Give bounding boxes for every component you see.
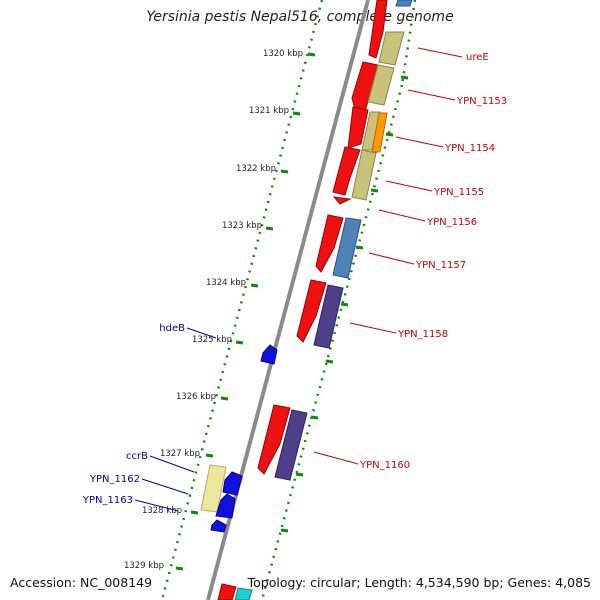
leader-ypn1162 bbox=[141, 478, 189, 495]
accession-text: Accession: NC_008149 bbox=[10, 575, 153, 590]
forward-strand-features bbox=[234, 0, 413, 600]
gene-label-ypn1156[interactable]: YPN_1156 bbox=[426, 217, 477, 228]
outer-tick bbox=[295, 472, 304, 477]
ruler-tick bbox=[292, 111, 301, 116]
feature-khaki[interactable] bbox=[378, 31, 405, 66]
gene-label-ypn1154[interactable]: YPN_1154 bbox=[444, 143, 495, 154]
gene-label-ypn1157[interactable]: YPN_1157 bbox=[415, 260, 466, 271]
right-leader-lines bbox=[313, 47, 463, 465]
ruler-tick bbox=[280, 169, 289, 174]
reverse-strand-genes bbox=[200, 344, 278, 533]
outer-tick bbox=[280, 528, 289, 533]
ruler-tick bbox=[250, 283, 259, 288]
feature-blue-grey[interactable] bbox=[332, 217, 362, 279]
leader-ypn1163 bbox=[134, 499, 179, 512]
outer-tick bbox=[340, 302, 349, 307]
ruler-ticks bbox=[175, 52, 316, 571]
gene-label-ypn1158[interactable]: YPN_1158 bbox=[397, 329, 448, 340]
leader-ypn1160 bbox=[313, 451, 359, 465]
ruler-label: 1326 kbp bbox=[176, 392, 216, 402]
ruler-label: 1321 kbp bbox=[249, 106, 289, 116]
ruler-label: 1325 kbp bbox=[192, 335, 232, 345]
gene-arrow-ureE[interactable] bbox=[368, 0, 388, 59]
ruler-label: 1328 kbp bbox=[142, 506, 182, 516]
ruler-tick bbox=[220, 396, 229, 401]
ruler-tick bbox=[265, 226, 274, 231]
gene-arrow-ypn1155[interactable] bbox=[332, 146, 361, 196]
gene-label-ypn1153[interactable]: YPN_1153 bbox=[456, 96, 507, 107]
ruler-label: 1320 kbp bbox=[263, 49, 303, 59]
feature-orange[interactable] bbox=[371, 112, 388, 153]
feature-purple[interactable] bbox=[313, 284, 344, 349]
outer-track-ticks bbox=[280, 75, 409, 533]
outer-tick bbox=[370, 188, 379, 193]
ruler-label: 1324 kbp bbox=[206, 278, 246, 288]
ruler-label: 1327 kbp bbox=[160, 449, 200, 459]
gene-arrow-hdeB[interactable] bbox=[260, 344, 278, 365]
leader-ypn1158 bbox=[349, 322, 397, 334]
ruler-tick bbox=[190, 510, 199, 515]
gene-arrow-ypn1157[interactable] bbox=[315, 214, 344, 273]
left-leader-lines bbox=[134, 327, 217, 512]
gene-arrow-ypn1163[interactable] bbox=[215, 493, 236, 519]
feature-khaki[interactable] bbox=[351, 149, 377, 201]
gene-label-ypn1160[interactable]: YPN_1160 bbox=[359, 460, 410, 471]
feature-blue-grey[interactable] bbox=[395, 0, 413, 7]
forward-strand-genes bbox=[217, 0, 388, 600]
leader-ccrB bbox=[149, 455, 195, 473]
gene-label-ypn1163[interactable]: YPN_1163 bbox=[82, 495, 133, 506]
gene-arrow-ypn1160[interactable] bbox=[257, 404, 291, 475]
leader-ypn1153 bbox=[407, 89, 456, 101]
leader-ypn1156 bbox=[378, 209, 426, 222]
gene-arrow-small[interactable] bbox=[210, 519, 227, 533]
ruler-line bbox=[160, 0, 324, 600]
outer-tick bbox=[400, 75, 409, 80]
gene-label-ypn1155[interactable]: YPN_1155 bbox=[433, 187, 484, 198]
ruler-tick bbox=[175, 566, 184, 571]
gene-arrow-ypn1158[interactable] bbox=[296, 279, 327, 343]
outer-tick bbox=[385, 132, 394, 137]
feature-purple[interactable] bbox=[274, 409, 308, 481]
outer-tick bbox=[355, 245, 364, 250]
ruler-label: 1322 kbp bbox=[236, 164, 276, 174]
feature-khaki[interactable] bbox=[367, 64, 395, 106]
gene-label-hdeB[interactable]: hdeB bbox=[159, 323, 185, 334]
gene-arrow-bottom[interactable] bbox=[217, 583, 237, 600]
gene-arrow-ypn1154[interactable] bbox=[347, 106, 369, 149]
outer-tick bbox=[310, 415, 319, 420]
leader-ypn1155 bbox=[385, 180, 433, 192]
feature-cyan[interactable] bbox=[234, 587, 253, 600]
ruler-tick bbox=[205, 453, 214, 458]
outer-tick bbox=[325, 359, 334, 364]
gene-arrow-ypn1156[interactable] bbox=[332, 196, 352, 205]
leader-hdeB bbox=[186, 327, 217, 339]
gene-label-ureE[interactable]: ureE bbox=[466, 52, 489, 63]
ruler-label: 1323 kbp bbox=[222, 221, 262, 231]
ruler-label: 1329 kbp bbox=[124, 561, 164, 571]
leader-ypn1154 bbox=[395, 136, 444, 148]
outer-track-line bbox=[400, 0, 417, 86]
topology-text: Topology: circular; Length: 4,534,590 bp… bbox=[247, 575, 591, 590]
ruler-tick bbox=[307, 52, 316, 57]
gene-label-ypn1162[interactable]: YPN_1162 bbox=[89, 474, 140, 485]
ruler-tick bbox=[235, 340, 244, 345]
gene-label-ccrB[interactable]: ccrB bbox=[126, 451, 148, 462]
gene-arrow-ypn1162[interactable] bbox=[222, 471, 243, 496]
leader-ureE bbox=[417, 47, 463, 58]
outer-track-line bbox=[260, 84, 404, 600]
leader-ypn1157 bbox=[368, 252, 415, 265]
